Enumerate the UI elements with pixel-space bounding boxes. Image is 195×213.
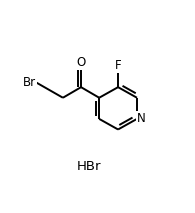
Text: O: O [76,56,86,69]
Text: N: N [137,112,146,125]
Text: F: F [115,59,121,72]
Text: HBr: HBr [77,160,102,173]
Text: Br: Br [23,76,36,89]
